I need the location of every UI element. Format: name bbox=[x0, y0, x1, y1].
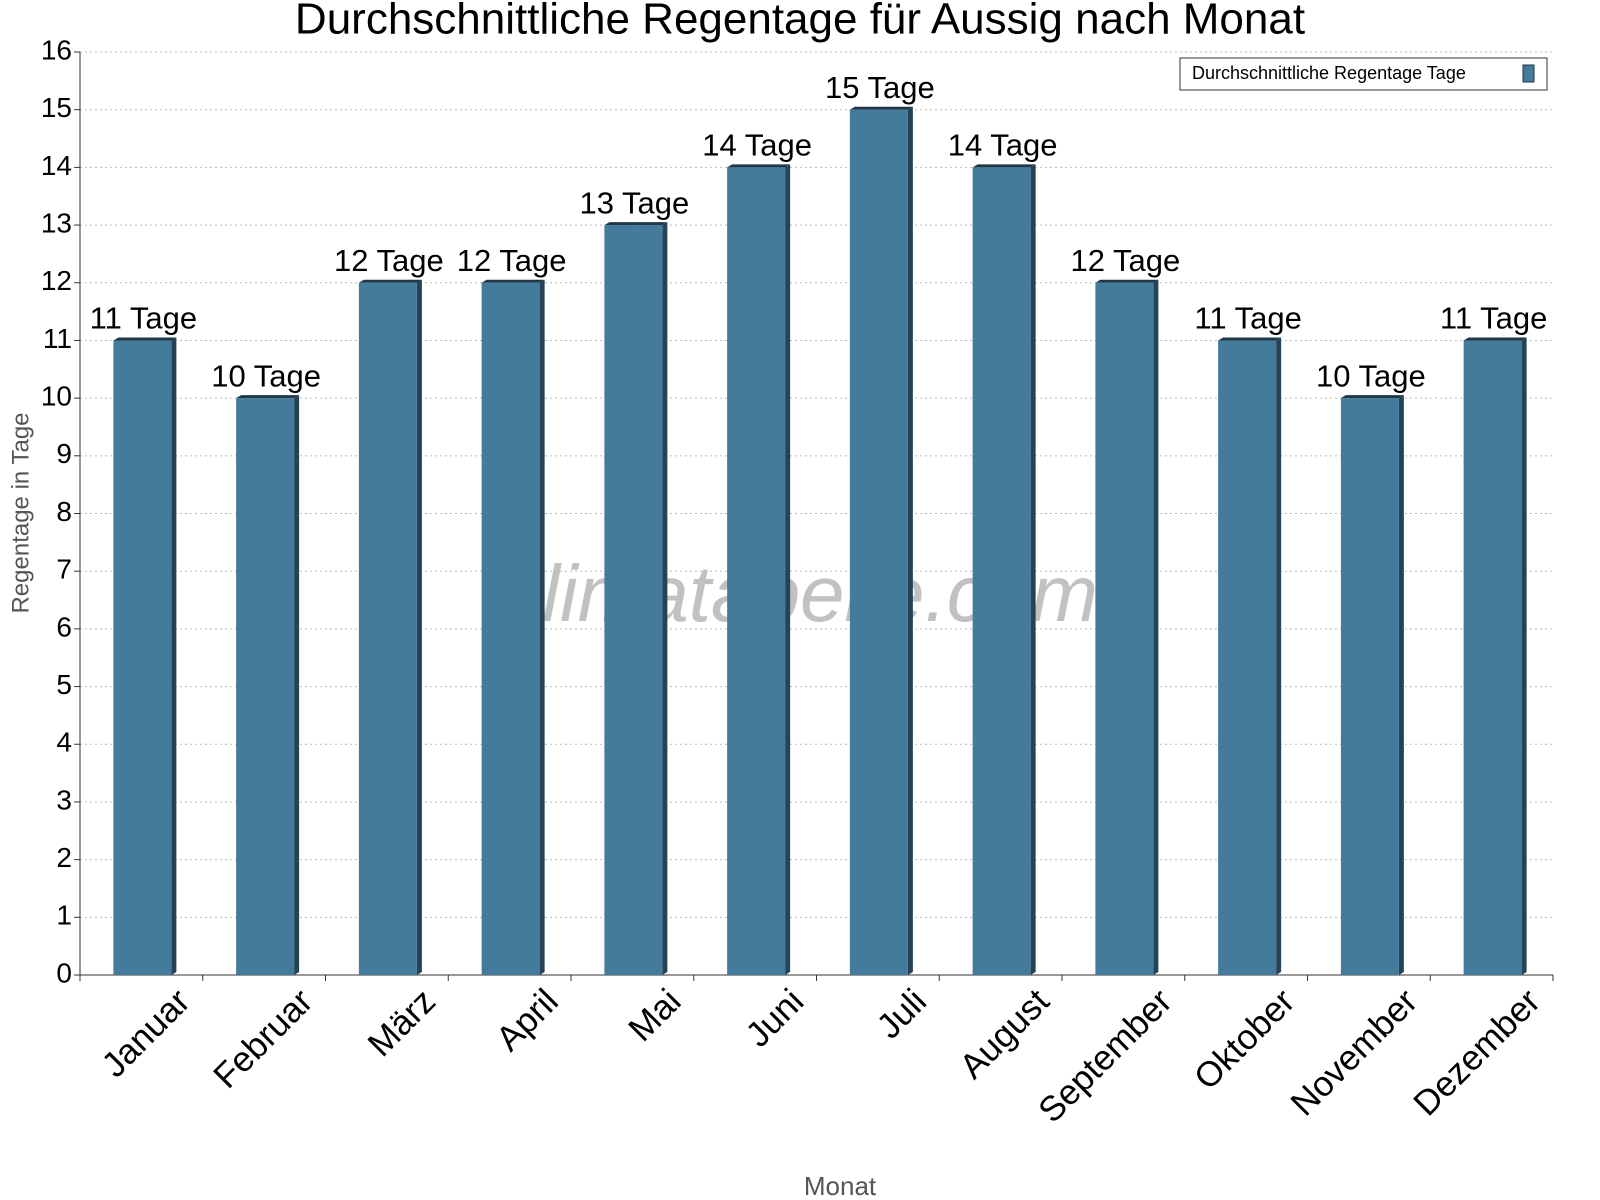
value-label: 11 Tage bbox=[90, 301, 197, 336]
bar bbox=[236, 398, 295, 975]
bar-side bbox=[785, 164, 791, 975]
x-tick-label: Dezember bbox=[1406, 981, 1548, 1123]
value-label: 15 Tage bbox=[825, 70, 935, 105]
value-label: 12 Tage bbox=[334, 243, 444, 278]
y-tick-label: 6 bbox=[56, 611, 72, 642]
bar-side bbox=[1153, 279, 1159, 975]
bar-top bbox=[113, 337, 177, 341]
bar bbox=[481, 282, 540, 975]
y-tick-label: 9 bbox=[56, 438, 72, 469]
x-tick-label: September bbox=[1031, 981, 1180, 1130]
x-tick-label: Juli bbox=[869, 982, 934, 1047]
bar-side bbox=[1276, 337, 1282, 975]
y-tick-label: 14 bbox=[41, 150, 72, 181]
y-tick-label: 2 bbox=[56, 842, 72, 873]
bar-side bbox=[907, 106, 913, 975]
bar bbox=[1463, 340, 1522, 975]
bar bbox=[604, 225, 663, 975]
bar-top bbox=[604, 222, 668, 226]
bar-top bbox=[1463, 337, 1527, 341]
y-tick-label: 15 bbox=[41, 92, 72, 123]
chart-title: Durchschnittliche Regentage für Aussig n… bbox=[295, 0, 1305, 44]
y-tick-label: 13 bbox=[41, 207, 72, 238]
bar-top bbox=[849, 106, 913, 110]
bar-top bbox=[727, 164, 791, 168]
bar-side bbox=[1030, 164, 1036, 975]
bar-side bbox=[662, 222, 668, 975]
legend-swatch bbox=[1522, 64, 1535, 83]
bar-side bbox=[416, 279, 422, 975]
bar bbox=[1340, 398, 1399, 975]
value-label: 10 Tage bbox=[211, 358, 321, 393]
x-tick-label: Februar bbox=[206, 981, 320, 1095]
bar-side bbox=[1398, 395, 1404, 975]
bar-top bbox=[236, 395, 300, 399]
x-tick-label: Januar bbox=[94, 981, 197, 1084]
bar-top bbox=[1218, 337, 1282, 341]
x-tick-label: Oktober bbox=[1187, 981, 1303, 1097]
bar-top bbox=[1095, 279, 1159, 283]
bar bbox=[358, 282, 417, 975]
y-tick-label: 4 bbox=[56, 727, 72, 758]
legend-label: Durchschnittliche Regentage Tage bbox=[1192, 63, 1466, 83]
x-tick-label: November bbox=[1283, 981, 1425, 1123]
bar-side bbox=[294, 395, 300, 975]
value-label: 14 Tage bbox=[702, 128, 812, 163]
bar-side bbox=[171, 337, 177, 975]
bar-top bbox=[358, 279, 422, 283]
y-tick-label: 5 bbox=[56, 669, 72, 700]
value-label: 14 Tage bbox=[948, 128, 1058, 163]
x-tick-label: April bbox=[489, 982, 566, 1059]
bar bbox=[1218, 340, 1277, 975]
y-tick-label: 1 bbox=[56, 900, 72, 931]
x-tick-label: Mai bbox=[621, 982, 688, 1049]
bar-side bbox=[1521, 337, 1527, 975]
bar-top bbox=[481, 279, 545, 283]
x-tick-label: Juni bbox=[738, 982, 811, 1055]
bar bbox=[113, 340, 172, 975]
bar bbox=[972, 167, 1031, 975]
value-label: 10 Tage bbox=[1316, 358, 1426, 393]
x-tick-label: August bbox=[952, 981, 1057, 1086]
y-axis-title: Regentage in Tage bbox=[7, 412, 34, 613]
value-label: 11 Tage bbox=[1440, 301, 1547, 336]
bar bbox=[849, 109, 908, 975]
value-label: 13 Tage bbox=[579, 185, 689, 220]
y-tick-label: 11 bbox=[43, 323, 72, 354]
y-tick-label: 12 bbox=[41, 265, 72, 296]
y-tick-label: 10 bbox=[41, 381, 72, 412]
y-tick-label: 0 bbox=[56, 957, 72, 988]
x-axis-title: Monat bbox=[804, 1171, 877, 1200]
bar bbox=[727, 167, 786, 975]
value-label: 11 Tage bbox=[1194, 301, 1301, 336]
value-label: 12 Tage bbox=[457, 243, 567, 278]
y-tick-label: 3 bbox=[56, 784, 72, 815]
bar-side bbox=[539, 279, 545, 975]
bar-top bbox=[1340, 395, 1404, 399]
y-tick-label: 7 bbox=[56, 554, 72, 585]
y-tick-label: 16 bbox=[41, 34, 72, 65]
x-tick-label: März bbox=[360, 982, 443, 1065]
bar bbox=[1095, 282, 1154, 975]
y-tick-label: 8 bbox=[56, 496, 72, 527]
legend: Durchschnittliche Regentage Tage bbox=[1179, 57, 1548, 91]
value-label: 12 Tage bbox=[1070, 243, 1180, 278]
legend-box bbox=[1179, 57, 1548, 91]
bar-top bbox=[972, 164, 1036, 168]
